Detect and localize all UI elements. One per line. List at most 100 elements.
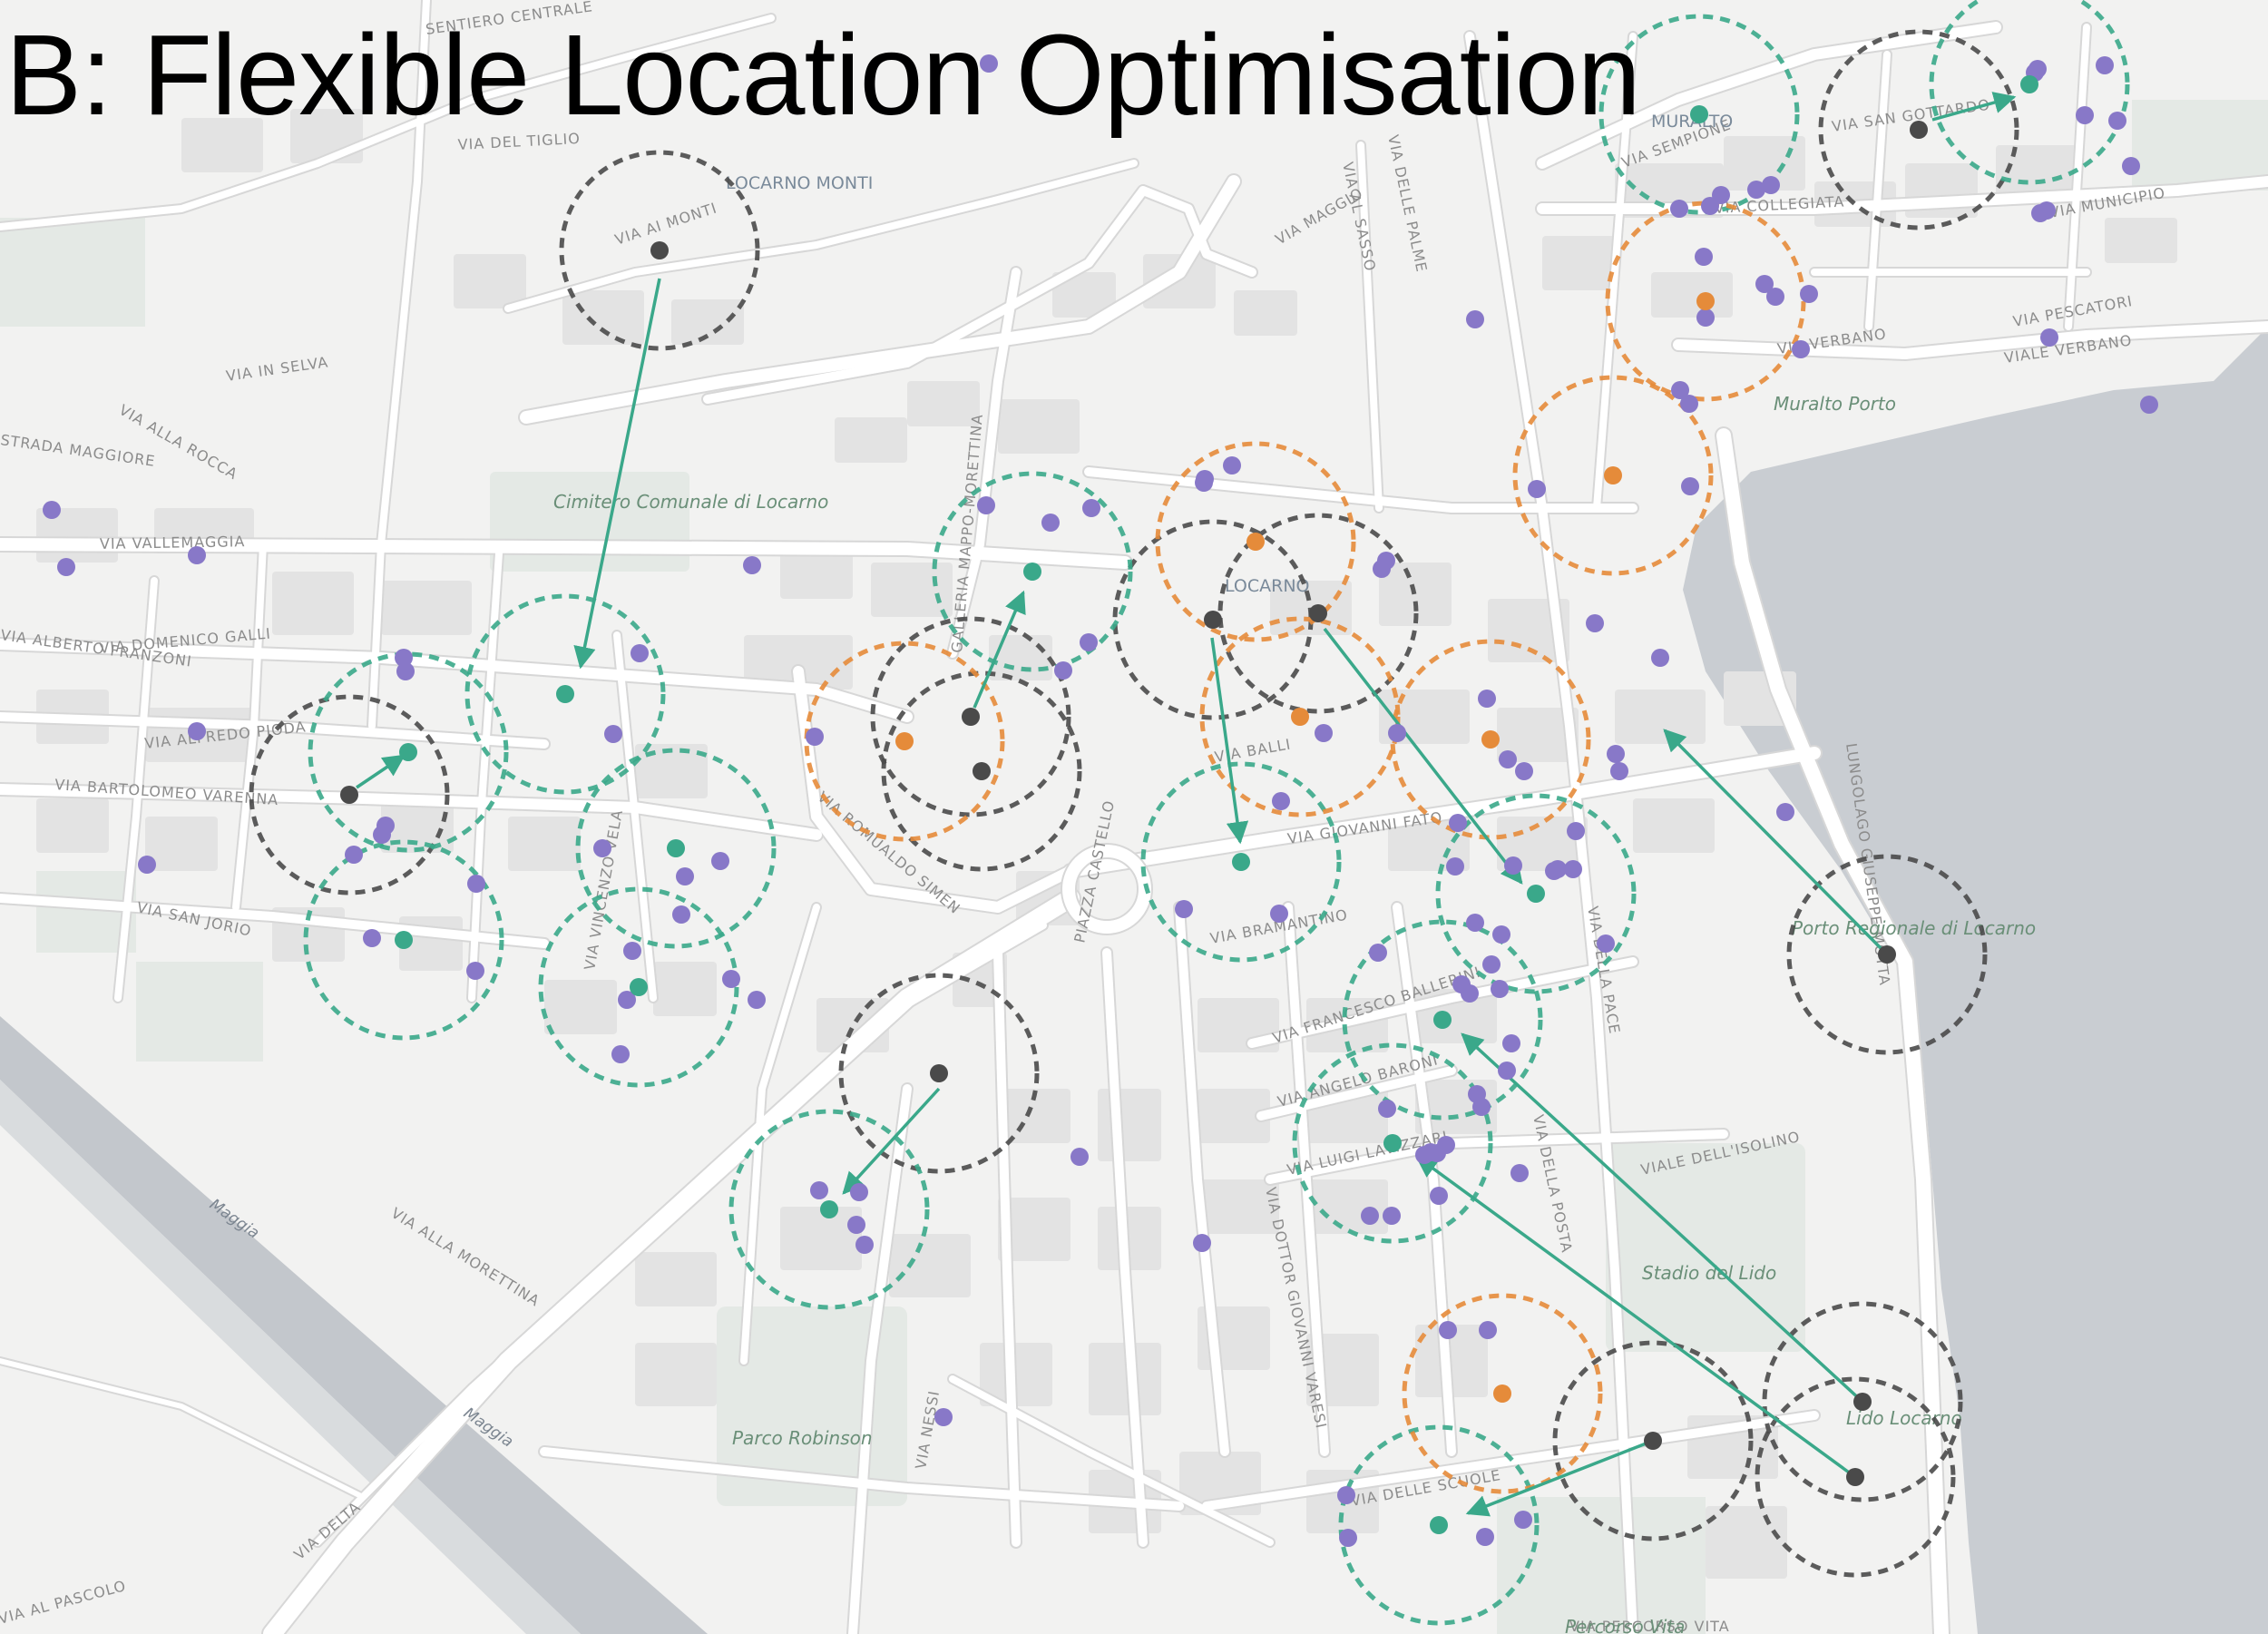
map-title: B: Flexible Location Optimisation [5,11,1641,139]
relocation-arrow [1461,1032,1864,1404]
demand-point [2040,328,2058,347]
demand-point [1792,340,1810,358]
relocation-arrow [1210,637,1249,845]
demand-point [1449,814,1467,832]
demand-point [1439,1321,1457,1339]
demand-point [1080,633,1098,651]
retained-site-radius [1155,441,1356,642]
retained-site-point [1481,730,1500,749]
optimised-site-radius [538,886,739,1088]
optimised-site-point [1232,853,1250,871]
building-block [1615,690,1706,744]
original-site-point [1878,945,1896,964]
building-block [1306,1179,1388,1234]
demand-point [847,1216,865,1234]
demand-point [611,1045,630,1063]
original-site-radius [881,670,1082,872]
building-block [1098,1089,1161,1161]
demand-point [1378,1100,1396,1118]
place-labels: LOCARNO MONTI MURALTO LOCARNO [726,112,1733,596]
road [948,268,1021,658]
optimised-site-radius [932,471,1133,672]
demand-point [1466,310,1484,328]
demand-point [57,558,75,576]
demand-point [1468,1085,1486,1103]
optimised-site-point [630,978,648,996]
building-block [454,254,526,308]
demand-point [1482,955,1501,974]
green-label-lido-locarno: Lido Locarno [1846,1407,1962,1429]
original-site-radius [1818,29,2019,230]
building-block [1706,1506,1787,1579]
road [314,922,1047,1546]
green-label-muralto-porto: Muralto Porto [1774,393,1896,415]
demand-point [2140,396,2158,414]
relocation-arrow [1323,627,1523,885]
demand-point [2122,157,2140,175]
road [0,538,1131,569]
green-label-percorso-vita: Percorso Vita [1565,1616,1685,1634]
optimised-site-point [2020,75,2038,93]
demand-point [1610,762,1628,780]
building-block [871,563,953,617]
demand-point [1681,477,1699,495]
road [1865,51,1891,330]
demand-point [1502,1034,1520,1052]
demand-point [1776,803,1794,821]
road [1716,428,1949,1634]
building-block [889,1234,971,1297]
original-site-radius [1552,1340,1754,1541]
optimised-site-radius [308,651,509,853]
road [232,541,267,911]
demand-point [1388,724,1406,742]
road [1247,957,1637,1048]
demand-point [1223,456,1241,475]
green-label-stadio-lido: Stadio del Lido [1642,1262,1776,1284]
original-site-radius [1762,1301,1963,1502]
demand-point [1492,925,1510,944]
demand-point [1766,288,1784,306]
optimised-site-point [1023,563,1041,581]
building-block [998,399,1080,454]
building-block [544,980,617,1034]
demand-point [1315,724,1333,742]
building-block [907,381,980,426]
demand-point [1337,1486,1355,1504]
demand-point [1195,474,1213,492]
demand-point [1712,186,1730,204]
building-block [1198,1089,1270,1143]
demand-point [604,725,622,743]
road [1537,22,2001,169]
demand-point [810,1181,828,1199]
original-site-point [340,786,358,804]
road [1393,903,1456,1456]
demand-point [631,644,649,662]
road [1102,948,1148,1547]
road [993,948,1021,1547]
demand-point [593,839,611,857]
demand-point [1545,862,1563,880]
retained-site-point [1493,1384,1511,1403]
demand-point [1514,1511,1532,1529]
relocation-arrow [973,590,1026,709]
demand-point [1446,857,1464,876]
building-block [653,962,717,1016]
demand-point [1800,285,1818,303]
building-block [989,635,1052,680]
demand-point [43,501,61,519]
road [1175,903,1229,1456]
demand-point [2108,112,2126,130]
building-block [145,817,218,871]
building-block [1198,1179,1279,1234]
demand-point [395,649,413,667]
demand-point [806,728,824,746]
original-site-radius [870,616,1071,817]
demand-point [1567,822,1585,840]
demand-point [980,54,998,73]
demand-point [1586,614,1604,632]
demand-point [138,856,156,874]
green-label-cemetery: Cimitero Comunale di Locarno [553,491,828,513]
retained-site-radius [1390,639,1591,840]
